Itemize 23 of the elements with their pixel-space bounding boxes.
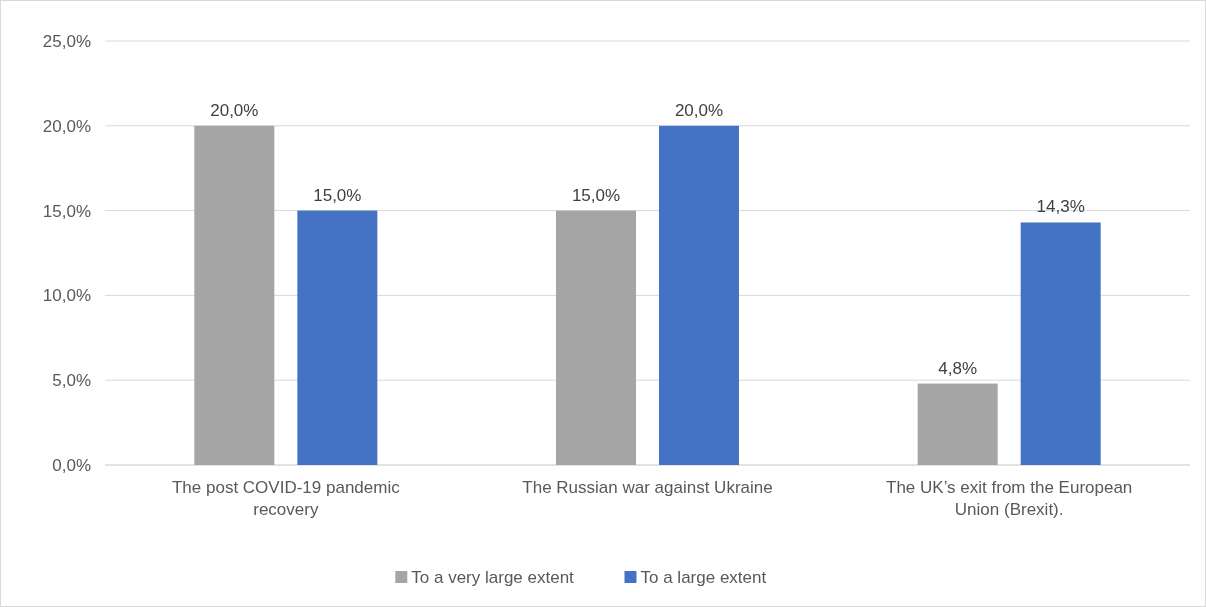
data-label: 15,0% bbox=[571, 185, 621, 205]
data-label: 4,8% bbox=[938, 358, 978, 378]
data-label: 15,0% bbox=[313, 185, 362, 205]
bar bbox=[917, 383, 998, 465]
x-tick-label: The Russian war against Ukraine bbox=[522, 478, 773, 497]
data-label: 20,0% bbox=[210, 100, 259, 120]
bar bbox=[556, 210, 636, 465]
bar bbox=[297, 210, 378, 465]
legend-label: To a large extent bbox=[640, 567, 767, 587]
y-tick-label: 15,0% bbox=[42, 201, 91, 221]
bar bbox=[1020, 222, 1101, 465]
y-tick-label: 0,0% bbox=[52, 455, 91, 475]
legend-label: To a very large extent bbox=[411, 567, 575, 587]
x-tick-label: The UK’s exit from the European Union (Brexit). bbox=[886, 478, 1133, 519]
y-tick-label: 20,0% bbox=[42, 116, 91, 136]
x-tick-label: The post COVID-19 pandemic recovery bbox=[171, 478, 401, 519]
data-label: 14,3% bbox=[1036, 197, 1085, 217]
bar bbox=[194, 125, 275, 465]
bar bbox=[659, 125, 739, 465]
data-label: 20,0% bbox=[674, 100, 724, 120]
y-tick-label: 25,0% bbox=[42, 31, 91, 51]
y-tick-label: 10,0% bbox=[42, 286, 91, 306]
y-tick-label: 5,0% bbox=[52, 371, 91, 391]
